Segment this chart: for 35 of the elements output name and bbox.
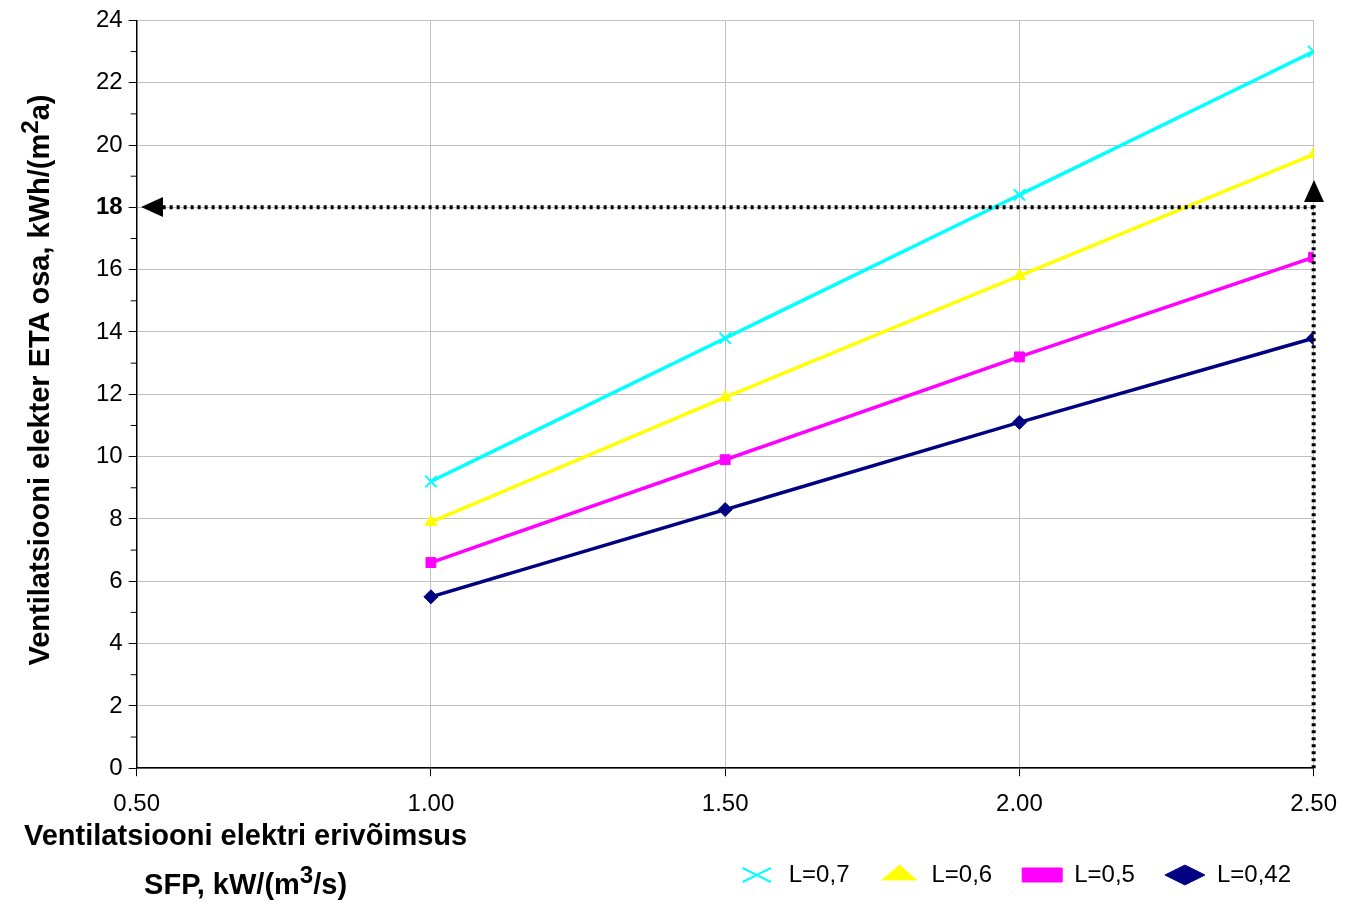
x-tick-label: 0.50 xyxy=(113,789,161,817)
y-tick-label: 12 xyxy=(95,378,123,406)
point xyxy=(719,454,731,466)
y-tick-label: 22 xyxy=(95,67,123,95)
x-tick-label: 1.00 xyxy=(407,789,455,817)
y-tick-label: 16 xyxy=(95,254,123,282)
y-tick-label: 4 xyxy=(109,628,123,656)
point xyxy=(424,474,438,489)
point xyxy=(425,557,437,569)
legend-label: L=0,6 xyxy=(931,859,993,887)
y-tick-label: 2 xyxy=(109,690,123,718)
y-tick-label: 18 xyxy=(95,191,123,219)
point xyxy=(1012,188,1027,202)
point xyxy=(718,331,732,345)
x-tick-label: 2.50 xyxy=(1290,789,1337,817)
point xyxy=(1011,414,1027,430)
point xyxy=(717,502,733,518)
y-tick-label: 10 xyxy=(95,441,123,469)
y-tick-label: 8 xyxy=(109,503,123,531)
x-axis-title: Ventilatsiooni elektri erivõimsus SFP, kW/(m$^{3}$/s) xyxy=(24,818,468,902)
point xyxy=(1012,268,1026,280)
y-tick-label: 6 xyxy=(109,565,123,593)
legend-label: L=0,42 xyxy=(1216,859,1291,887)
legend-label: L=0,7 xyxy=(788,859,850,887)
point xyxy=(424,514,438,527)
point xyxy=(718,389,732,402)
y-tick-label: 0 xyxy=(109,752,123,780)
y-tick-label: 24 xyxy=(95,5,123,33)
point xyxy=(1013,351,1025,363)
x-tick-label: 2.00 xyxy=(996,789,1043,817)
y-tick-label: 14 xyxy=(95,316,123,344)
x-tick-label: 1.50 xyxy=(701,789,749,817)
legend-label: L=0,5 xyxy=(1074,859,1135,887)
y-tick-label: 20 xyxy=(95,129,123,157)
point xyxy=(423,589,439,605)
